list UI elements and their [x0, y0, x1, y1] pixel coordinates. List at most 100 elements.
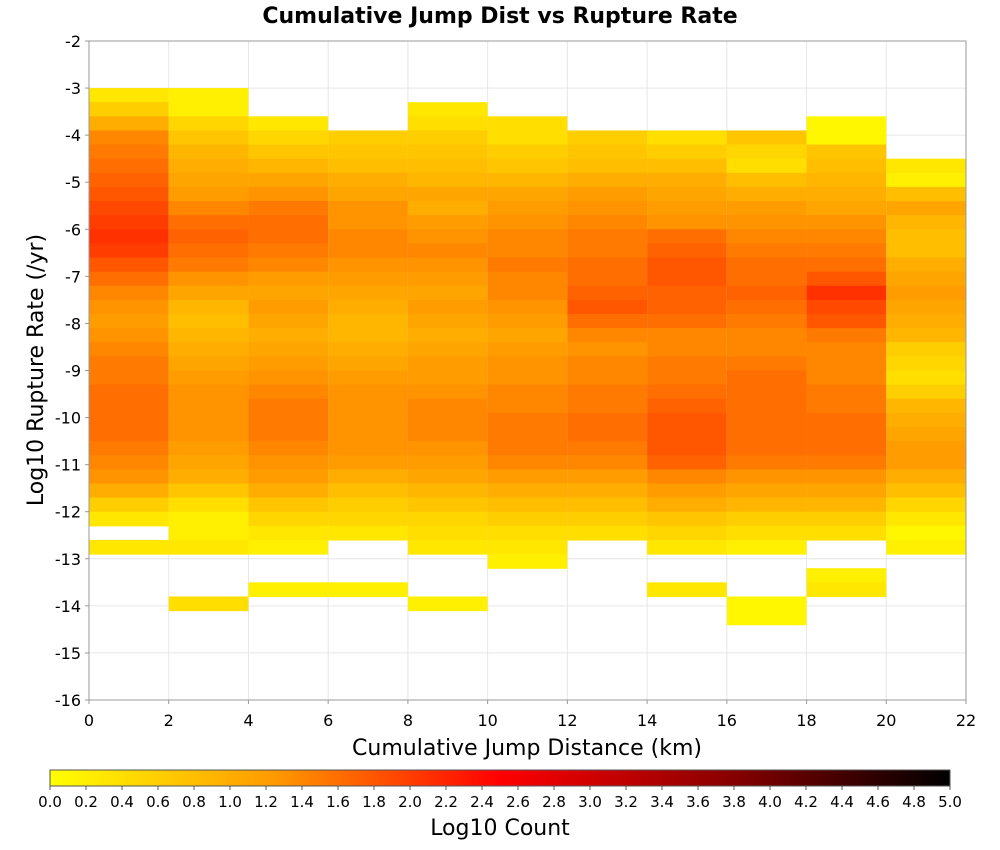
heatmap-cell [328, 215, 408, 230]
heatmap-cell [487, 229, 568, 245]
heatmap-cell [407, 483, 488, 499]
heatmap-cell [726, 610, 807, 626]
heatmap-cell [647, 243, 727, 259]
colorbar-tick-label: 5.0 [938, 793, 962, 811]
heatmap-cell [487, 426, 568, 442]
colorbar-tick-label: 2.2 [434, 793, 458, 811]
heatmap-cell [328, 158, 408, 174]
heatmap-cell [567, 285, 648, 301]
heatmap-cell [248, 582, 329, 598]
heatmap-cell [328, 511, 408, 527]
heatmap-cell [487, 314, 568, 329]
x-axis-ticks: 0 2 4 6 8 10 12 14 16 18 20 22 [84, 700, 976, 730]
heatmap-cells [89, 88, 966, 626]
heatmap-cell [806, 158, 887, 174]
heatmap-cell [168, 116, 249, 132]
heatmap-cell [806, 525, 887, 541]
colorbar-tick-label: 1.8 [362, 793, 386, 811]
heatmap-cell [806, 483, 887, 499]
heatmap-cell [886, 370, 966, 386]
heatmap-cell [89, 144, 169, 160]
heatmap-cell [89, 342, 169, 357]
heatmap-cell [89, 483, 169, 499]
heatmap-cell [407, 384, 488, 400]
heatmap-cell [567, 158, 648, 174]
heatmap-cell [168, 299, 249, 315]
heatmap-cell [647, 186, 727, 202]
heatmap-cell [567, 483, 648, 499]
heatmap-cell [328, 314, 408, 329]
heatmap-cell [886, 158, 966, 174]
heatmap-cell [89, 285, 169, 301]
heatmap-cell [89, 257, 169, 273]
x-tick-label: 4 [243, 711, 253, 730]
heatmap-cell [168, 412, 249, 428]
heatmap-cell [806, 342, 887, 357]
heatmap-cell [487, 370, 568, 386]
heatmap-cell [567, 144, 648, 160]
heatmap-cell [806, 370, 887, 386]
heatmap-cell [89, 116, 169, 132]
heatmap-cell [168, 356, 249, 372]
colorbar-tick-label: 1.2 [254, 793, 278, 811]
heatmap-cell [647, 172, 727, 188]
heatmap-cell [886, 257, 966, 273]
heatmap-cell [806, 412, 887, 428]
heatmap-cell [886, 314, 966, 329]
heatmap-cell [168, 186, 249, 202]
heatmap-cell [647, 582, 727, 598]
heatmap-cell [726, 412, 807, 428]
heatmap-cell [806, 455, 887, 470]
colorbar-tick-label: 4.6 [866, 793, 890, 811]
x-tick-label: 6 [323, 711, 333, 730]
heatmap-cell [248, 469, 329, 485]
colorbar-tick-label: 3.0 [578, 793, 602, 811]
heatmap-cell [647, 342, 727, 357]
y-tick-label: -2 [65, 32, 81, 51]
heatmap-cell [487, 539, 568, 555]
heatmap-cell [726, 539, 807, 555]
heatmap-cell [89, 271, 169, 287]
heatmap-cell [328, 299, 408, 315]
heatmap-cell [567, 398, 648, 414]
heatmap-cell [168, 525, 249, 541]
heatmap-cell [168, 596, 249, 612]
y-tick-label: -7 [65, 267, 81, 286]
heatmap-cell [407, 539, 488, 555]
heatmap-cell [886, 229, 966, 245]
heatmap-cell [567, 412, 648, 428]
heatmap-cell [567, 328, 648, 343]
heatmap-cell [168, 102, 249, 117]
heatmap-cell [89, 172, 169, 188]
heatmap-cell [248, 539, 329, 555]
heatmap-cell [248, 525, 329, 541]
y-tick-label: -10 [55, 409, 81, 428]
x-tick-label: 12 [557, 711, 577, 730]
heatmap-cell [886, 328, 966, 343]
heatmap-cell [647, 328, 727, 343]
heatmap-cell [726, 172, 807, 188]
heatmap-cell [806, 441, 887, 456]
heatmap-cell [647, 130, 727, 146]
heatmap-cell [487, 328, 568, 343]
heatmap-cell [806, 398, 887, 414]
y-tick-label: -11 [55, 456, 81, 475]
heatmap-cell [89, 511, 169, 527]
heatmap-cell [168, 243, 249, 259]
y-tick-label: -12 [55, 503, 81, 522]
heatmap-cell [487, 455, 568, 470]
heatmap-cell [806, 384, 887, 400]
heatmap-cell [567, 215, 648, 230]
heatmap-cell [726, 441, 807, 456]
heatmap-cell [806, 497, 887, 513]
heatmap-cell [328, 398, 408, 414]
colorbar-tick-label: 1.4 [290, 793, 314, 811]
heatmap-cell [806, 426, 887, 442]
heatmap-cell [328, 186, 408, 202]
heatmap-cell [407, 356, 488, 372]
colorbar-tick-label: 1.6 [326, 793, 350, 811]
heatmap-cell [806, 144, 887, 160]
heatmap-cell [806, 201, 887, 216]
heatmap-cell [407, 243, 488, 259]
heatmap-cell [407, 328, 488, 343]
